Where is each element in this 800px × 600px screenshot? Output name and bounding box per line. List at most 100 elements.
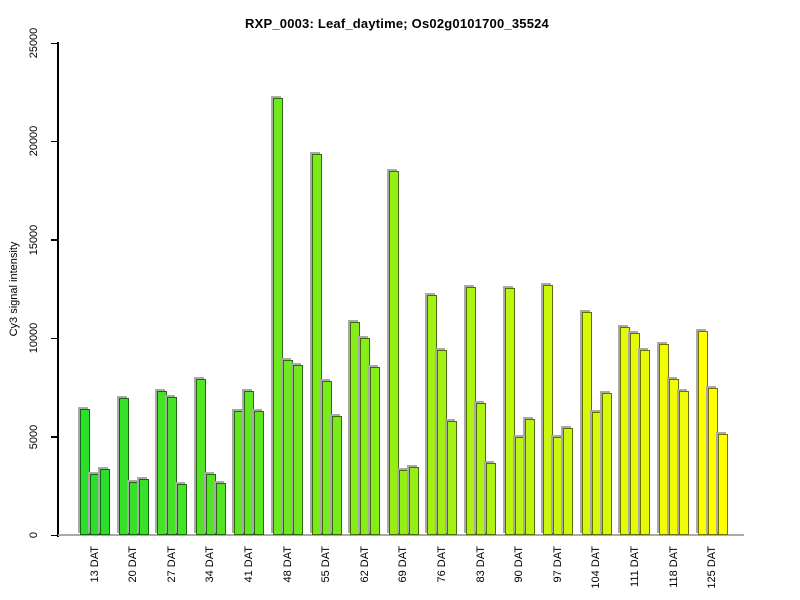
bar [543, 285, 554, 535]
x-tick-label: 83 DAT [474, 546, 487, 583]
bar [504, 288, 515, 535]
bar [640, 350, 651, 535]
bar [524, 419, 535, 535]
bar [80, 409, 90, 535]
y-axis-label: Cy3 signal intensity [8, 241, 20, 337]
x-tick-label: 90 DAT [513, 546, 526, 583]
bar [350, 322, 361, 535]
bar-group [311, 43, 342, 535]
x-tick-label: 13 DAT [88, 546, 101, 583]
bar [697, 331, 708, 535]
bar [669, 379, 679, 535]
x-tick-label: 76 DAT [435, 546, 448, 583]
bar-group [620, 43, 651, 535]
bar [514, 437, 525, 535]
bar-group [118, 43, 149, 535]
bar [437, 350, 448, 535]
x-tick-label: 97 DAT [551, 546, 564, 583]
bar-group [80, 43, 110, 535]
bar-group [350, 43, 381, 535]
bar [717, 434, 728, 535]
y-tick-label: 20000 [28, 126, 40, 157]
bar [388, 171, 399, 535]
x-tick-label: 118 DAT [667, 546, 680, 588]
bar [679, 391, 689, 535]
y-axis-tick [51, 436, 58, 438]
x-tick-label: 111 DAT [628, 546, 641, 587]
x-tick-label: 34 DAT [204, 546, 217, 583]
bar [630, 333, 641, 535]
bar [620, 327, 631, 535]
bar [659, 344, 669, 535]
y-axis-tick [51, 140, 58, 143]
bar-group [157, 43, 188, 535]
bar [177, 484, 188, 535]
y-axis-tick [51, 534, 58, 536]
bar [128, 482, 139, 535]
bar [398, 470, 409, 535]
y-axis-tick [51, 42, 58, 44]
y-tick-label: 5000 [28, 424, 40, 449]
bar-group [427, 43, 458, 535]
bar [234, 411, 245, 535]
y-axis-tick [51, 239, 58, 241]
x-tick-label: 104 DAT [590, 546, 603, 589]
bar [553, 437, 564, 535]
bar [427, 295, 438, 535]
bar [100, 469, 110, 535]
y-tick-label: 0 [28, 531, 40, 539]
y-tick-label: 25000 [28, 27, 40, 59]
y-tick-label: 15000 [28, 224, 40, 256]
x-tick-label: 20 DAT [127, 546, 140, 583]
bar [283, 360, 293, 535]
bar [205, 474, 216, 535]
bar [244, 391, 255, 535]
x-tick-label: 41 DAT [242, 546, 255, 583]
bar [254, 411, 265, 535]
bar-group [659, 43, 689, 535]
bar-group [466, 43, 496, 535]
x-tick-label: 62 DAT [358, 546, 371, 583]
x-tick-label: 125 DAT [706, 546, 719, 589]
bar-group [697, 43, 728, 535]
bar [447, 421, 458, 535]
bar [591, 412, 602, 535]
bar-group [581, 43, 612, 535]
bar [707, 388, 718, 535]
bar [138, 479, 149, 535]
bar [195, 379, 206, 535]
bar [486, 463, 496, 535]
bar [321, 381, 332, 535]
x-tick-label: 55 DAT [320, 546, 333, 583]
bar [157, 391, 168, 535]
x-axis-line [58, 534, 744, 536]
bar [601, 393, 612, 535]
x-tick-label: 27 DAT [165, 546, 178, 583]
bar-group [234, 43, 265, 535]
bar-group [388, 43, 419, 535]
bar [360, 338, 371, 535]
bar [563, 428, 574, 535]
bar [476, 403, 486, 535]
bar [215, 483, 226, 535]
plot-area: 0 5000 10000 15000 20000 25000 13 DAT 20 DAT 27 … [28, 28, 744, 589]
bar [581, 312, 592, 535]
bar [293, 365, 303, 535]
chart-title: RXP_0003: Leaf_daytime; Os02g0101700_355… [245, 16, 549, 31]
bar [466, 287, 476, 535]
bar [408, 467, 419, 535]
bar [370, 367, 381, 535]
bar [118, 398, 129, 535]
x-tick-label: 48 DAT [281, 546, 294, 583]
bar-group [273, 43, 303, 535]
y-tick-label: 10000 [28, 322, 40, 354]
bar-group [504, 43, 535, 535]
bar [167, 397, 178, 535]
bar [273, 98, 283, 535]
bar [331, 416, 342, 535]
bar-group [543, 43, 574, 535]
bar-group [195, 43, 226, 535]
bar [311, 154, 322, 535]
x-tick-label: 69 DAT [397, 546, 410, 583]
